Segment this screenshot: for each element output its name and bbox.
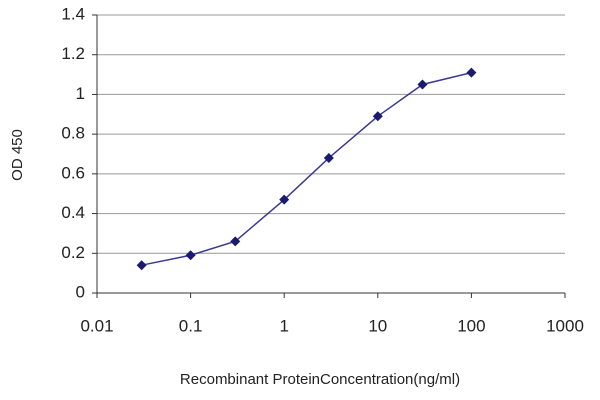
x-tick-label: 10: [368, 316, 387, 335]
y-tick-label: 1.2: [61, 44, 85, 63]
x-tick-label: 1000: [546, 316, 584, 335]
y-tick-label: 0.4: [61, 203, 85, 222]
x-tick-label: 0.01: [80, 316, 113, 335]
y-tick-label: 0.8: [61, 124, 85, 143]
y-axis-title: OD 450: [9, 129, 26, 181]
x-tick-label: 0.1: [179, 316, 203, 335]
x-tick-label: 100: [457, 316, 485, 335]
data-line: [141, 71, 472, 266]
x-tick-label: 1: [279, 316, 288, 335]
y-tick-label: 0.6: [61, 163, 85, 182]
data-point: [230, 236, 241, 247]
y-tick-label: 0.2: [61, 243, 85, 262]
data-point: [279, 194, 290, 205]
y-tick-label: 0: [76, 282, 85, 301]
y-tick-label: 1.4: [61, 4, 85, 23]
data-point: [323, 152, 334, 163]
x-axis-title: Recombinant ProteinConcentration(ng/ml): [180, 371, 460, 388]
data-point: [417, 79, 428, 90]
data-point: [136, 260, 147, 271]
data-point: [466, 67, 477, 78]
data-point: [372, 111, 383, 122]
y-tick-label: 1: [76, 84, 85, 103]
data-point: [185, 250, 196, 261]
